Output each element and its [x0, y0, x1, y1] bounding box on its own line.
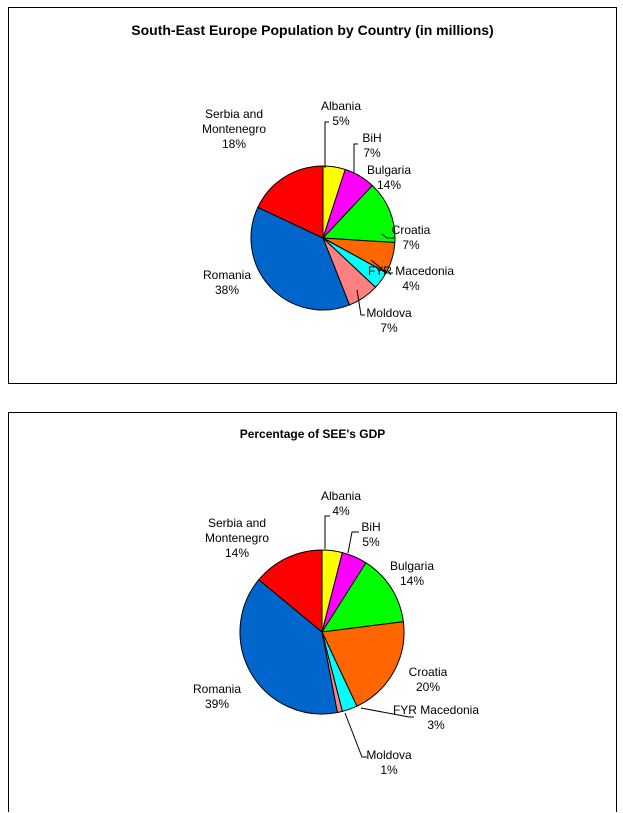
- category-label: Croatia: [392, 223, 431, 237]
- percent-label: 14%: [225, 546, 249, 560]
- slice-label: Romania 38%: [203, 268, 251, 297]
- percent-label: 7%: [363, 146, 381, 160]
- slice-label: BiH 7%: [362, 131, 381, 160]
- slice-label: FYR Macedonia 3%: [393, 703, 479, 732]
- percent-label: 14%: [377, 178, 401, 192]
- slice-label: BiH 5%: [361, 520, 380, 549]
- slice-label: Bulgaria 14%: [390, 559, 434, 588]
- category-label: Romania: [203, 268, 251, 282]
- chart-title: South-East Europe Population by Country …: [131, 22, 494, 38]
- slice-label: Moldova 1%: [366, 748, 412, 777]
- pie-slice-romania: [250, 206, 351, 311]
- leader-line: [381, 233, 394, 239]
- slice-label: Croatia 7%: [392, 223, 431, 252]
- leader-line: [353, 143, 358, 173]
- category-label: BiH: [361, 520, 380, 534]
- percent-label: 4%: [402, 279, 420, 293]
- pie-slice-romania: [239, 579, 338, 715]
- category-label: Moldova: [366, 306, 412, 320]
- slice-label: Romania 39%: [193, 682, 241, 711]
- category-label: Bulgaria: [390, 559, 434, 573]
- slice-label: Serbia and Montenegro 14%: [205, 516, 269, 560]
- slice-label: FYR Macedonia 4%: [368, 264, 454, 293]
- percent-label: 7%: [380, 321, 398, 335]
- leader-line: [324, 121, 329, 168]
- leader-line: [347, 531, 359, 554]
- gdp-pie-chart: Albania 4%BiH 5%Bulgaria 14%Croatia 20%FYR M…: [193, 489, 479, 777]
- leader-line: [324, 515, 330, 549]
- chart-title: Percentage of SEE's GDP: [239, 427, 386, 441]
- leader-line: [360, 707, 414, 718]
- slice-label: Albania 4%: [321, 489, 361, 518]
- pie-slice-bulgaria: [321, 562, 404, 633]
- slice-label: Bulgaria 14%: [367, 163, 411, 192]
- population-chart-panel: South-East Europe Population by Country …: [8, 7, 617, 384]
- percent-label: 1%: [380, 763, 398, 777]
- category-label: Moldova: [366, 748, 412, 762]
- percent-label: 39%: [205, 697, 229, 711]
- percent-label: 7%: [402, 238, 420, 252]
- slice-label: Albania 5%: [321, 99, 361, 128]
- percent-label: 4%: [332, 504, 350, 518]
- percent-label: 20%: [416, 680, 440, 694]
- percent-label: 5%: [332, 114, 350, 128]
- category-label: Albania: [321, 99, 361, 113]
- category-label: Bulgaria: [367, 163, 411, 177]
- slice-label: Croatia 20%: [409, 665, 448, 694]
- category-label: Albania: [321, 489, 361, 503]
- percent-label: 18%: [222, 137, 246, 151]
- category-label: BiH: [362, 131, 381, 145]
- leader-line: [344, 712, 367, 758]
- slice-label: Moldova 7%: [366, 306, 412, 335]
- pie-slice-croatia: [321, 621, 405, 707]
- category-label: Croatia: [409, 665, 448, 679]
- category-label: FYR Macedonia: [368, 264, 454, 278]
- population-pie-chart: Albania 5%BiH 7%Bulgaria 14%Croatia 7%FYR Ma…: [202, 99, 454, 335]
- pie-slice-serbia-and-montenegro: [257, 165, 324, 239]
- percent-label: 3%: [427, 718, 445, 732]
- gdp-chart-panel: Percentage of SEE's GDP Albania 4% BiH 5% Bu…: [8, 412, 617, 812]
- category-label: FYR Macedonia: [393, 703, 479, 717]
- category-label: Romania: [193, 682, 241, 696]
- percent-label: 38%: [215, 283, 239, 297]
- percent-label: 5%: [362, 535, 380, 549]
- category-label: Serbia and: [208, 516, 266, 530]
- category-label: Serbia and: [205, 107, 263, 121]
- percent-label: 14%: [400, 574, 424, 588]
- pie-slice-serbia-and-montenegro: [258, 549, 323, 634]
- pie-slice-bulgaria: [321, 184, 396, 244]
- slice-label: Serbia and Montenegro 18%: [202, 107, 266, 151]
- leader-line: [356, 289, 365, 316]
- category-label: Montenegro: [205, 531, 269, 545]
- leader-line: [370, 259, 393, 274]
- category-label: Montenegro: [202, 122, 266, 136]
